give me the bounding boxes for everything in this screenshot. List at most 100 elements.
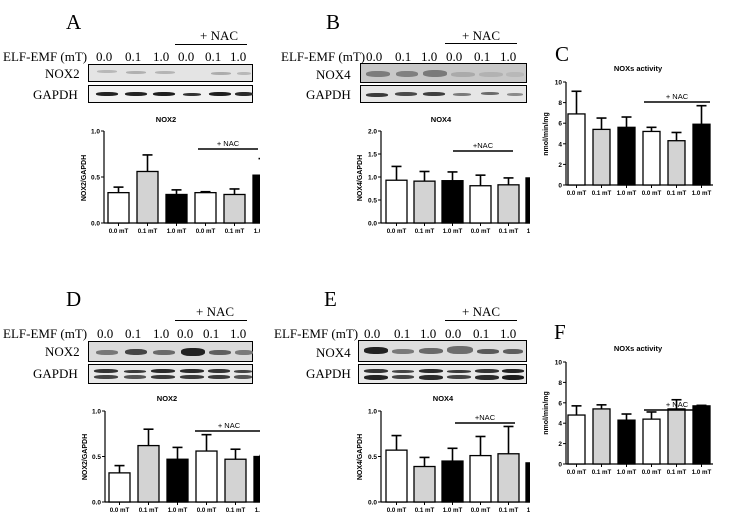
x-tick-label: 0.1 mT xyxy=(667,190,687,197)
y-tick-label: 4 xyxy=(558,421,562,428)
lane-label: 0.0 xyxy=(96,49,113,64)
panel-letter-e: E xyxy=(324,287,337,311)
lane-label: 1.0 xyxy=(153,49,170,64)
bar xyxy=(252,174,275,224)
bar xyxy=(441,460,464,503)
y-axis-label: nmol/min/mg xyxy=(543,391,550,435)
y-tick-label: 2 xyxy=(558,441,562,448)
panel-letter-c: C xyxy=(555,42,570,66)
y-tick-label: 0 xyxy=(558,462,562,469)
lane-label: 0.1 xyxy=(205,49,222,64)
bar-chart-nox4-b: NOX4 NOX4/GAPDH 0.0 0.5 1.0 1.5 2.0 0.0 mT 0.1 m… xyxy=(330,110,550,245)
bar xyxy=(525,462,548,503)
bar xyxy=(592,128,611,186)
nac-label: + NAC xyxy=(200,28,239,43)
lane-label: 0.1 xyxy=(394,326,411,341)
chart-title: NOX4 xyxy=(431,115,452,124)
lane-label: 0.1 xyxy=(125,49,142,64)
y-axis-label: NOX2/GAPDH xyxy=(81,155,88,201)
bar xyxy=(195,450,218,503)
x-tick-label: 1.0 mT xyxy=(617,469,637,476)
western-blot-gapdh xyxy=(88,364,253,384)
elf-emf-header: ELF-EMF (mT) xyxy=(3,49,88,64)
chart-title: NOX4 xyxy=(433,394,454,403)
bar xyxy=(413,465,436,503)
bar xyxy=(166,458,189,503)
y-tick-label: 1.0 xyxy=(368,409,377,416)
bar xyxy=(567,113,586,186)
x-tick-label: 0.0 mT xyxy=(471,507,491,514)
y-tick-label: 0.0 xyxy=(368,500,377,507)
x-tick-label: 1.0 mT xyxy=(617,190,637,197)
lane-label: 0.0 xyxy=(97,326,114,341)
bar xyxy=(107,191,130,224)
y-tick-label: 1.5 xyxy=(368,152,377,159)
bar-chart-nox4-e: NOX4 NOX4/GAPDH 0.0 0.5 1.0 0.0 mT 0.1 mT 1.0 m… xyxy=(330,388,550,519)
blot-row-label: GAPDH xyxy=(306,87,351,102)
bar xyxy=(108,472,131,503)
bar xyxy=(413,180,436,224)
elf-emf-header: ELF-EMF (mT) xyxy=(281,49,366,64)
y-tick-label: 0 xyxy=(558,183,562,190)
lane-label: 0.0 xyxy=(445,326,462,341)
blot-row-label: GAPDH xyxy=(33,366,78,381)
y-tick-label: 2.0 xyxy=(368,129,377,136)
bar xyxy=(617,419,636,465)
western-blot-nox4 xyxy=(358,340,527,362)
x-tick-label: 0.0 mT xyxy=(109,228,129,235)
x-tick-label: 0.1 mT xyxy=(139,507,159,514)
nac-bracket-line xyxy=(445,43,517,44)
x-tick-label: 1.0 mT xyxy=(167,228,187,235)
bar-chart-nox2-a: NOX2 NOX2/GAPDH 0.0 0.5 1.0 0.0 mT 0.1 mT 1.0 m… xyxy=(70,110,277,245)
y-tick-label: 0.0 xyxy=(92,500,101,507)
y-axis-label: NOX2/GAPDH xyxy=(82,434,89,480)
y-tick-label: 0.0 xyxy=(368,221,377,228)
nac-annotation: + NAC xyxy=(218,421,241,430)
x-tick-label: 0.0 mT xyxy=(642,190,662,197)
x-tick-label: 0.1 mT xyxy=(499,507,519,514)
x-tick-label: 0.1 mT xyxy=(415,228,435,235)
blot-row-label: NOX2 xyxy=(45,66,80,81)
y-axis-label: NOX4/GAPDH xyxy=(357,155,364,201)
bar xyxy=(385,449,408,503)
lane-label: 0.1 xyxy=(395,49,412,64)
bar xyxy=(253,455,276,503)
x-tick-label: 0.0 mT xyxy=(567,190,587,197)
elf-emf-header: ELF-EMF (mT) xyxy=(274,326,359,341)
nac-annotation: +NAC xyxy=(473,141,494,150)
bar xyxy=(567,414,586,465)
bar xyxy=(617,126,636,186)
bar xyxy=(136,170,159,224)
lane-label: 0.1 xyxy=(125,326,142,341)
x-tick-label: 0.1 mT xyxy=(138,228,158,235)
bar xyxy=(165,193,188,224)
lane-label: 0.1 xyxy=(474,49,491,64)
x-tick-label: 1.0 mT xyxy=(692,469,712,476)
bar xyxy=(642,418,661,465)
blot-row-label: NOX4 xyxy=(316,67,351,82)
x-tick-label: 0.1 mT xyxy=(225,228,245,235)
bar-chart-nox2-d: NOX2 NOX2/GAPDH 0.0 0.5 1.0 0.0 mT 0.1 mT 1.0 m… xyxy=(70,388,278,519)
bar xyxy=(525,177,548,224)
chart-title: NOX2 xyxy=(157,394,177,403)
y-axis-label: nmol/min/mg xyxy=(543,112,550,156)
nac-bracket-line xyxy=(175,44,247,45)
y-tick-label: 1.0 xyxy=(92,409,101,416)
lane-label: 1.0 xyxy=(421,49,438,64)
y-tick-label: 1.0 xyxy=(368,175,377,182)
x-tick-label: 0.0 mT xyxy=(196,228,216,235)
lane-label: 0.1 xyxy=(203,326,220,341)
bar xyxy=(642,130,661,186)
blot-row-label: GAPDH xyxy=(306,366,351,381)
y-tick-label: 4 xyxy=(558,141,562,148)
y-tick-label: 2 xyxy=(558,162,562,169)
x-tick-label: 0.1 mT xyxy=(592,469,612,476)
western-blot-nox4 xyxy=(360,63,527,83)
chart-title: NOX2 xyxy=(156,115,176,124)
nac-annotation: + NAC xyxy=(666,92,689,101)
nac-label: + NAC xyxy=(196,304,235,319)
bar xyxy=(194,191,217,224)
bar xyxy=(667,140,686,186)
x-tick-label: 0.1 mT xyxy=(415,507,435,514)
nac-label: + NAC xyxy=(462,28,501,43)
